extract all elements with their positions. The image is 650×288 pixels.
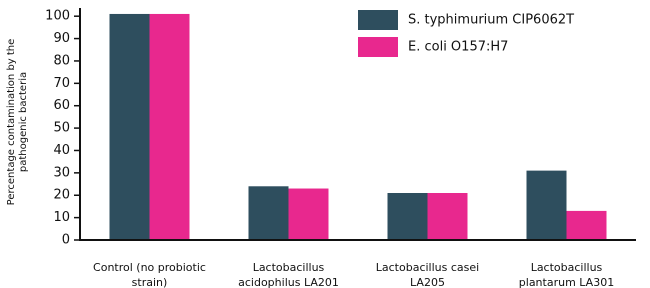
legend-swatch (358, 37, 398, 57)
y-tick-label: 20 (53, 188, 70, 203)
legend-label: E. coli O157:H7 (408, 40, 508, 55)
bar (149, 13, 190, 241)
y-tick-label: 60 (53, 98, 70, 113)
y-tick-label: 100 (45, 9, 70, 24)
legend-label: S. typhimurium CIP6062T (408, 13, 574, 28)
bar (526, 170, 567, 240)
x-tick-label-box: Lactobacillus plantarum LA301 (518, 261, 615, 288)
y-axis-title: Percentage contamination by the pathogen… (6, 38, 29, 206)
x-tick-label-box: Lactobacillus casei LA205 (375, 261, 480, 288)
x-tick-label-box: Control (no probiotic strain) (93, 261, 206, 288)
x-tick-label: Control (no probiotic strain) (93, 261, 206, 288)
bar (288, 188, 329, 240)
y-axis-title-text: Percentage contamination by the pathogen… (6, 38, 29, 206)
y-tick-label: 70 (53, 76, 70, 91)
y-tick-label: 50 (53, 121, 70, 136)
x-tick-label: Lactobacillus acidophilus LA201 (238, 261, 339, 288)
x-tick-label-box: Lactobacillus acidophilus LA201 (238, 261, 339, 288)
x-tick-label: Lactobacillus casei LA205 (375, 261, 480, 288)
bar (109, 13, 150, 241)
y-tick-label: 10 (53, 210, 70, 225)
y-tick-label: 0 (62, 233, 70, 248)
bar (248, 186, 289, 240)
x-tick-label: Lactobacillus plantarum LA301 (518, 261, 615, 288)
y-tick-label: 30 (53, 165, 70, 180)
legend-swatch (358, 10, 398, 30)
bar (427, 193, 468, 240)
y-axis-title-box: Percentage contamination by the pathogen… (6, 38, 29, 206)
bar (566, 210, 607, 240)
bar (387, 193, 428, 240)
y-tick-label: 90 (53, 31, 70, 46)
y-tick-label: 80 (53, 53, 70, 68)
y-tick-label: 40 (53, 143, 70, 158)
